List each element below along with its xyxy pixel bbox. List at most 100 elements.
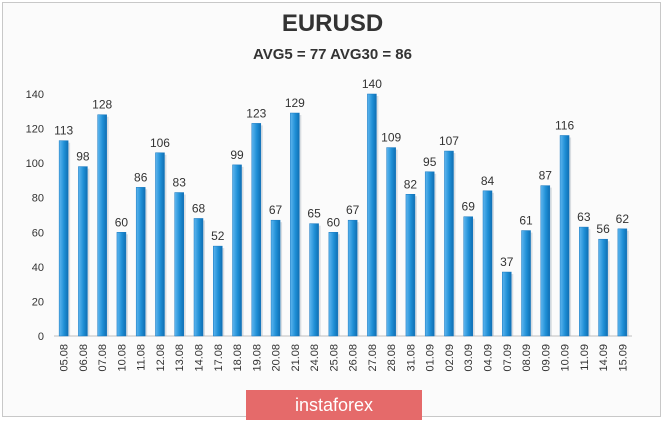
bar [424, 171, 435, 337]
data-label: 87 [539, 169, 553, 183]
y-axis: 0 20 40 60 80 100 120 140 [26, 89, 632, 343]
data-label: 56 [596, 222, 610, 236]
x-tick-label: 01.09 [425, 344, 437, 372]
bar [328, 232, 339, 337]
bar [367, 93, 377, 337]
x-tick-label: 25.08 [328, 344, 340, 372]
x-tick-label: 10.08 [116, 344, 128, 372]
x-tick-label: 05.08 [59, 344, 71, 372]
bar [386, 147, 396, 337]
bar [155, 152, 165, 337]
x-tick-label: 18.08 [232, 344, 244, 372]
x-tick-label: 21.08 [290, 344, 302, 372]
x-tick-label: 13.08 [174, 344, 186, 372]
x-tick-label: 28.08 [386, 344, 398, 372]
x-tick-label: 12.08 [155, 344, 167, 372]
y-tick-label: 100 [26, 158, 44, 170]
bar [58, 140, 69, 337]
x-tick-label: 19.08 [251, 344, 263, 372]
data-label: 140 [362, 77, 382, 91]
x-tick-label: 26.08 [348, 344, 360, 372]
y-tick-label: 80 [32, 193, 44, 205]
chart-subtitle: AVG5 = 77 AVG30 = 86 [253, 46, 412, 63]
x-tick-label: 14.09 [598, 344, 610, 372]
data-label: 61 [519, 214, 533, 228]
x-tick-label: 17.08 [213, 344, 225, 372]
x-tick-label: 20.08 [271, 344, 283, 372]
bar [521, 230, 531, 337]
bar [309, 223, 319, 337]
data-label: 65 [307, 207, 321, 221]
data-label: 107 [439, 134, 459, 148]
data-label: 83 [173, 176, 187, 190]
x-tick-label: 03.09 [463, 344, 475, 372]
bar [579, 226, 589, 337]
data-label: 60 [115, 215, 129, 229]
x-tick-label: 15.09 [617, 344, 629, 372]
x-tick-label: 10.09 [560, 344, 572, 372]
bar [482, 190, 493, 337]
data-label: 37 [500, 255, 514, 269]
y-tick-label: 120 [26, 124, 44, 136]
data-label: 82 [404, 177, 418, 191]
bar [444, 150, 454, 337]
bar [78, 166, 88, 337]
chart-title: EURUSD [281, 10, 384, 37]
data-label: 99 [230, 148, 244, 162]
bar [213, 245, 223, 337]
x-tick-label: 07.08 [97, 344, 109, 372]
x-tick-label: 27.08 [367, 344, 379, 372]
data-label: 106 [150, 136, 170, 150]
bar [174, 192, 184, 337]
x-tick-label: 11.08 [136, 344, 148, 371]
data-label: 84 [481, 174, 495, 188]
data-label: 52 [211, 229, 225, 243]
x-tick-label: 08.09 [521, 344, 533, 372]
bar [463, 216, 473, 337]
x-tick-label: 11.09 [579, 344, 591, 371]
y-tick-label: 60 [32, 227, 44, 239]
data-label: 60 [327, 215, 341, 229]
bar [290, 112, 300, 337]
data-label: 128 [92, 98, 112, 112]
data-label: 69 [462, 200, 476, 214]
bar [502, 271, 512, 337]
x-tick-label: 24.08 [309, 344, 321, 372]
data-label: 98 [76, 150, 90, 164]
x-tick-label: 06.08 [78, 344, 90, 372]
y-tick-label: 40 [32, 262, 44, 274]
bar [540, 185, 551, 337]
data-label: 129 [285, 96, 305, 110]
data-label: 68 [192, 201, 206, 215]
chart-frame [2, 2, 661, 417]
bar [116, 232, 127, 337]
x-tick-label: 04.09 [483, 344, 495, 372]
x-tick-label: 02.09 [444, 344, 456, 372]
x-tick-label: 09.09 [540, 344, 552, 372]
bar [193, 218, 204, 337]
bar [251, 123, 262, 337]
data-label: 67 [269, 203, 283, 217]
data-label: 116 [555, 118, 574, 132]
x-tick-label: 14.08 [194, 344, 206, 372]
bar [598, 238, 608, 337]
x-tick-label: 31.08 [405, 344, 417, 372]
data-label: 109 [381, 131, 401, 145]
data-label: 113 [54, 124, 73, 138]
y-tick-label: 140 [26, 89, 44, 101]
bar [559, 135, 570, 337]
bars [58, 93, 629, 337]
y-tick-label: 20 [32, 296, 44, 308]
bar [617, 228, 628, 337]
data-label: 63 [577, 210, 591, 224]
y-tick-label: 0 [38, 331, 44, 343]
data-label: 123 [246, 106, 266, 120]
bar [97, 114, 107, 337]
bar [405, 194, 416, 337]
bar [347, 219, 358, 337]
x-axis: 05.08 06.08 07.08 10.08 11.08 12.08 13.08 14.08… [59, 344, 630, 372]
data-label: 86 [134, 170, 148, 184]
data-label: 95 [423, 155, 437, 169]
